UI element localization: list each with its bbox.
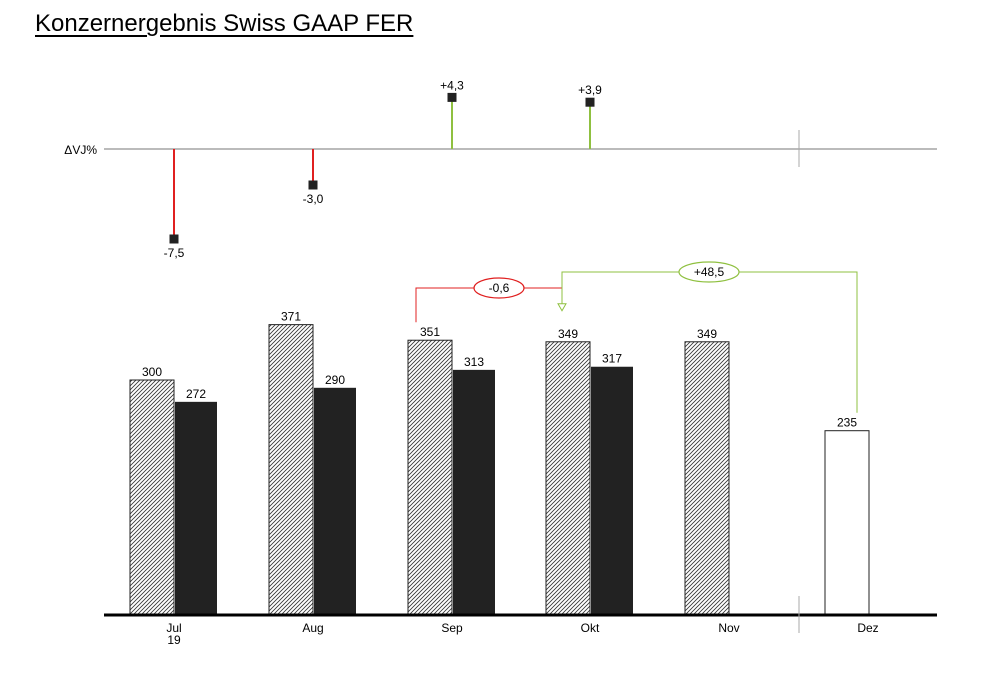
annotations-panel: -0,6 +48,5 (415, 261, 858, 413)
total-difference-label: +48,5 (694, 265, 725, 279)
delta-axis-label: ΔVJ% (64, 143, 97, 157)
total-difference-bubble (678, 261, 740, 283)
delta-label: +3,9 (578, 83, 602, 97)
x-tick-label: Aug (302, 621, 323, 635)
plan-bar (129, 379, 175, 615)
plan-value-label: 349 (558, 327, 578, 341)
delta-label: -7,5 (164, 246, 185, 260)
actual-bar (453, 369, 495, 614)
plan-value-label: 351 (420, 325, 440, 339)
actual-value-label: 290 (325, 373, 345, 387)
delta-label: +4,3 (440, 78, 464, 92)
plan-bar (684, 341, 730, 615)
actual-bar (175, 401, 217, 614)
x-tick-label: Sep (441, 621, 463, 635)
actual-bar (591, 366, 633, 614)
delta-marker (585, 97, 595, 107)
delta-marker (447, 92, 457, 102)
x-tick-label: Okt (581, 621, 600, 635)
difference-label: -0,6 (489, 281, 510, 295)
actual-value-label: 313 (464, 355, 484, 369)
x-axis: Jul Aug Sep Okt Nov Dez 19 (104, 596, 937, 647)
x-tick-label: Jul (166, 621, 181, 635)
delta-label: -3,0 (303, 192, 324, 206)
difference-bubble (473, 277, 525, 299)
x-tick-label: Nov (718, 621, 739, 635)
x-tick-label: Dez (857, 621, 878, 635)
year-label: 19 (167, 633, 181, 647)
plan-bar (407, 339, 453, 615)
plan-value-label: 349 (697, 327, 717, 341)
delta-marker (308, 180, 318, 190)
plan-bar (545, 341, 591, 615)
bars-panel: 300 371 351 349 349 272 290 313 317 235 (129, 310, 870, 615)
plan-value-label: 371 (281, 310, 301, 324)
plan-value-label: 300 (142, 365, 162, 379)
actual-value-label: 317 (602, 352, 622, 366)
actual-value-label: 272 (186, 387, 206, 401)
chart-title: Konzernergebnis Swiss GAAP FER (35, 10, 414, 37)
arrow-head-icon (557, 303, 567, 312)
delta-marker (169, 234, 179, 244)
total-value-label: 235 (837, 416, 857, 430)
total-bar (824, 430, 870, 615)
plan-bar (268, 324, 314, 615)
actual-bar (314, 387, 356, 614)
delta-panel: ΔVJ% -7,5 -3,0 +4,3 +3,9 (64, 78, 937, 260)
